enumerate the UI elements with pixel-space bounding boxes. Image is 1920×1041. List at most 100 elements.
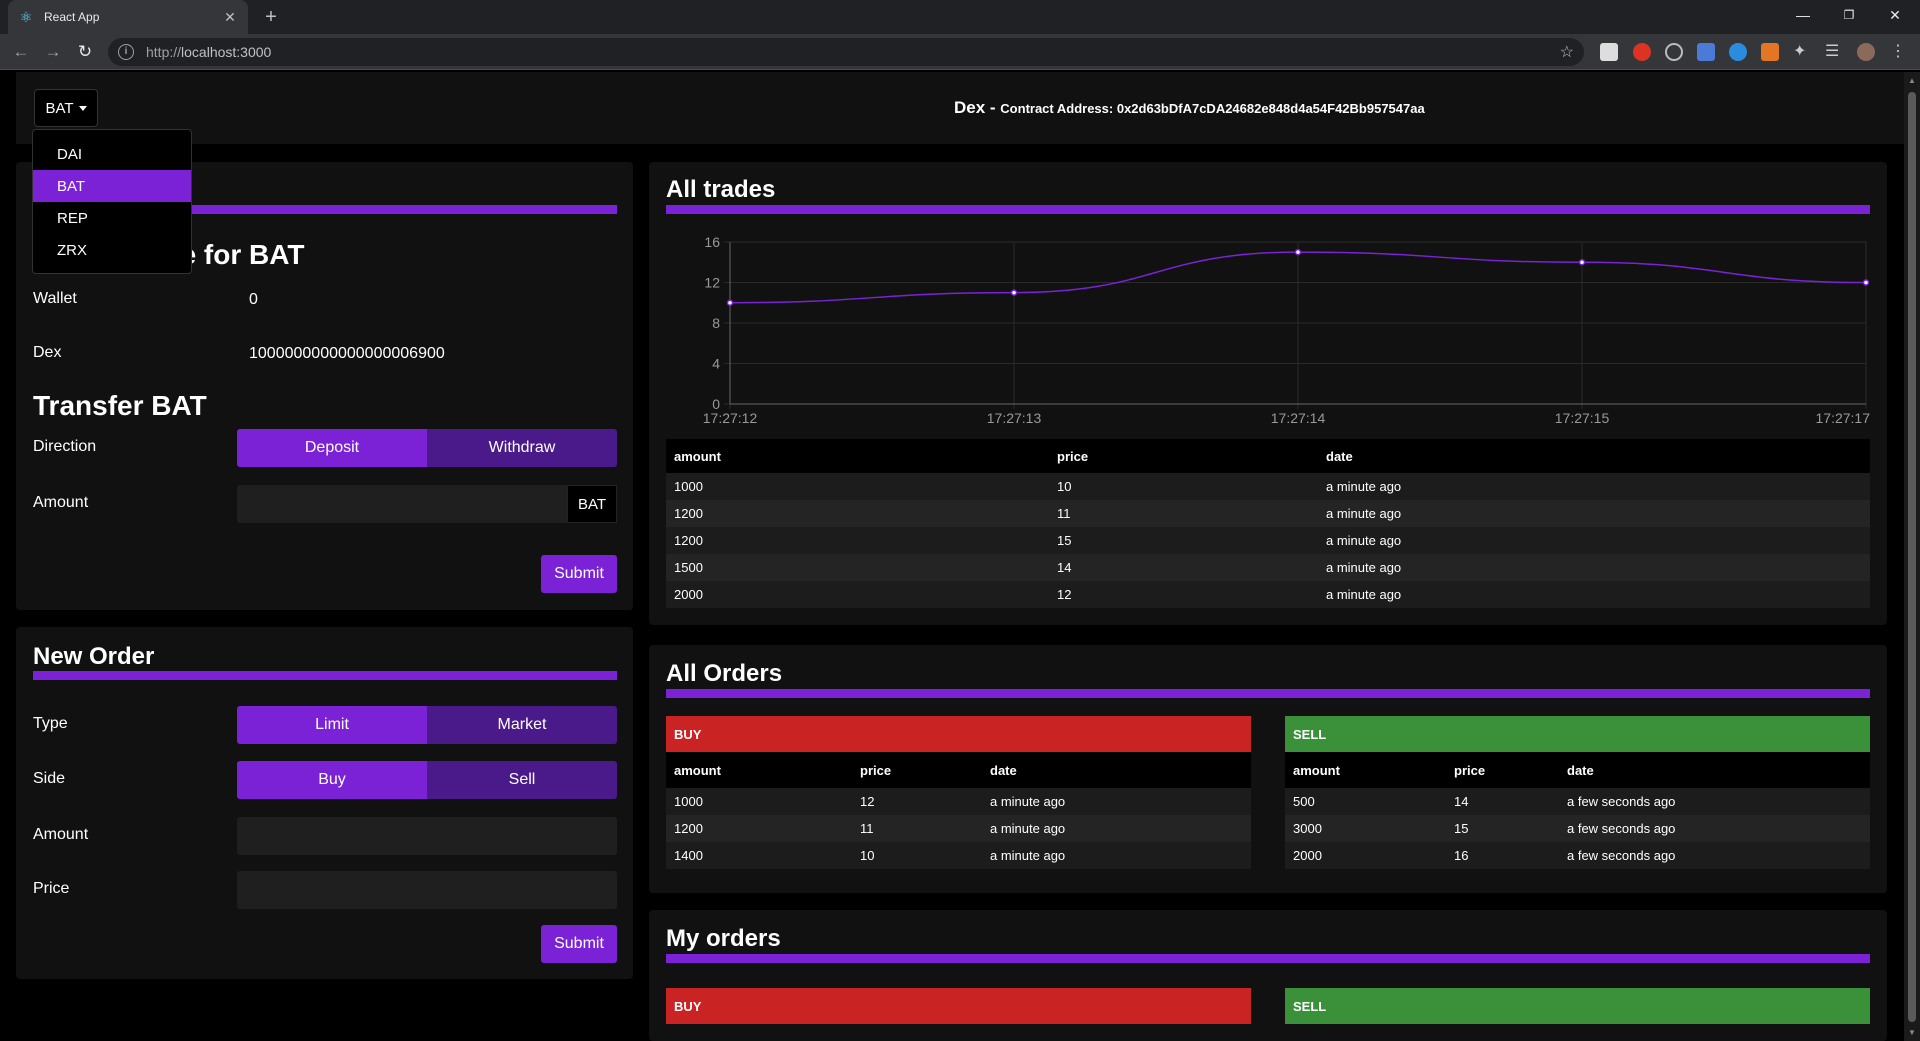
extension-icon[interactable] <box>1633 43 1651 61</box>
table-cell: 16 <box>1454 848 1469 863</box>
table-cell: a minute ago <box>990 848 1066 863</box>
extension-icon[interactable] <box>1665 43 1683 61</box>
url-scheme: http:// <box>146 44 182 60</box>
table-cell: 14 <box>1057 560 1072 575</box>
new-order-title: New Order <box>33 643 155 670</box>
browser-tab[interactable]: ⚛ React App ✕ <box>8 0 248 34</box>
x-tick-label: 17:27:13 <box>987 410 1042 424</box>
buy-button[interactable]: Buy <box>237 761 427 799</box>
x-tick-label: 17:27:12 <box>703 410 758 424</box>
order-amount-input[interactable] <box>237 817 617 855</box>
x-tick-label: 17:27:14 <box>1271 410 1326 424</box>
close-tab-icon[interactable]: ✕ <box>224 8 236 25</box>
table-cell: a minute ago <box>1326 560 1402 575</box>
selected-token: BAT <box>45 99 74 117</box>
sell-header: SELL <box>1285 716 1870 752</box>
my-sell-header: SELL <box>1285 988 1870 1024</box>
dropdown-item-rep[interactable]: REP <box>57 209 88 227</box>
table-cell: 1000 <box>674 794 703 809</box>
table-cell: 1500 <box>674 560 703 575</box>
transfer-submit-button[interactable]: Submit <box>541 555 617 593</box>
new-tab-button[interactable]: + <box>265 6 277 28</box>
table-cell: 1000 <box>674 479 703 494</box>
y-tick-label: 16 <box>704 234 720 250</box>
scroll-up-icon[interactable]: ▲ <box>1908 76 1916 85</box>
order-price-input[interactable] <box>237 871 617 909</box>
withdraw-button[interactable]: Withdraw <box>427 429 617 467</box>
table-cell: a minute ago <box>990 821 1066 836</box>
table-cell: 10 <box>860 848 875 863</box>
data-point[interactable] <box>1294 248 1302 256</box>
order-submit-button[interactable]: Submit <box>541 925 617 963</box>
dropdown-item-bat[interactable]: BAT <box>33 170 191 202</box>
table-cell: 12 <box>1057 587 1072 602</box>
buy-header: BUY <box>666 716 1251 752</box>
table-cell: a minute ago <box>990 794 1066 809</box>
close-window-icon[interactable]: ✕ <box>1889 7 1901 23</box>
table-row: 1000 12 a minute ago <box>666 788 1251 815</box>
buy-orders-table: BUY amount price date 1000 12 a minute ago… <box>666 716 1251 869</box>
transfer-amount-input[interactable]: BAT <box>237 485 617 523</box>
token-dropdown-toggle[interactable]: BAT <box>34 89 98 127</box>
table-row: 3000 15 a few seconds ago <box>1285 815 1870 842</box>
market-button[interactable]: Market <box>427 706 617 744</box>
limit-button[interactable]: Limit <box>237 706 427 744</box>
info-icon[interactable]: i <box>118 44 134 60</box>
table-cell: a few seconds ago <box>1567 821 1676 836</box>
table-cell: 1400 <box>674 848 703 863</box>
data-point[interactable] <box>1578 259 1586 266</box>
table-header: amount price date <box>666 752 1251 788</box>
table-cell: 15 <box>1057 533 1072 548</box>
table-cell: 11 <box>860 821 874 836</box>
all-orders-title: All Orders <box>666 660 783 687</box>
url-host: localhost:3000 <box>181 44 272 60</box>
translate-extension-icon[interactable] <box>1697 43 1715 61</box>
avatar[interactable] <box>1857 43 1875 61</box>
wallet-card: ce for BAT Wallet 0 Dex 1000000000000000… <box>16 162 633 610</box>
order-price-label: Price <box>33 880 70 897</box>
address-bar[interactable]: i http:// localhost:3000 ☆ <box>108 38 1584 66</box>
sell-button[interactable]: Sell <box>427 761 617 799</box>
deposit-button[interactable]: Deposit <box>237 429 427 467</box>
reload-icon[interactable]: ↻ <box>77 42 93 61</box>
table-header: amount price date <box>666 439 1870 473</box>
all-trades-card: All trades 0 4 8 12 16 17:27:12 17:27:13 17:27:… <box>649 162 1887 625</box>
transfer-title: Transfer BAT <box>33 390 207 421</box>
sell-orders-table: SELL amount price date 500 14 a few second… <box>1285 716 1870 869</box>
direction-toggle: Deposit Withdraw <box>237 429 617 467</box>
data-point[interactable] <box>1862 279 1870 286</box>
trades-line-chart: 0 4 8 12 16 17:27:12 17:27:13 17:27:14 17:27:15 1… <box>703 234 1870 424</box>
column-header-date: date <box>1567 762 1594 778</box>
more-menu-icon[interactable]: ⋮ <box>1890 43 1906 60</box>
data-point[interactable] <box>1010 289 1018 296</box>
all-trades-title: All trades <box>666 176 776 203</box>
scroll-down-icon[interactable]: ▼ <box>1908 1028 1916 1037</box>
table-cell: 11 <box>1057 506 1071 521</box>
extension-icon[interactable] <box>1600 43 1618 61</box>
browser-tab-strip: ⚛ React App ✕ + — ❐ ✕ <box>0 0 1920 34</box>
my-orders-title: My orders <box>666 925 781 952</box>
table-cell: 1200 <box>674 533 703 548</box>
table-cell: 1200 <box>674 506 703 521</box>
page-scrollbar[interactable]: ▲ ▼ <box>1904 72 1920 1041</box>
media-queue-icon[interactable]: ☰ <box>1825 43 1840 60</box>
table-cell: 12 <box>860 794 875 809</box>
restore-icon[interactable]: ❐ <box>1843 8 1855 22</box>
forward-arrow-icon[interactable]: → <box>44 42 62 61</box>
all-orders-card: All Orders BUY amount price date 1000 12 a… <box>649 645 1887 893</box>
bookmark-star-icon[interactable]: ☆ <box>1559 44 1574 61</box>
dropdown-item-zrx[interactable]: ZRX <box>57 241 87 259</box>
back-arrow-icon[interactable]: ← <box>12 42 30 61</box>
scroll-thumb[interactable] <box>1908 92 1916 1022</box>
table-row: 1200 15 a minute ago <box>666 527 1870 554</box>
data-point[interactable] <box>726 299 734 306</box>
metamask-fox-icon[interactable] <box>1761 43 1779 61</box>
table-cell: a few seconds ago <box>1567 794 1676 809</box>
puzzle-piece-icon[interactable]: ✦ <box>1793 43 1807 60</box>
wallet-balance: 0 <box>249 291 258 308</box>
browser-toolbar: ← → ↻ i http:// localhost:3000 ☆ ✦ ☰ ⋮ <box>0 34 1920 70</box>
dropdown-item-dai[interactable]: DAI <box>57 145 83 163</box>
wallet-label: Wallet <box>33 290 77 307</box>
minimize-icon[interactable]: — <box>1796 7 1810 23</box>
extension-icon[interactable] <box>1729 43 1747 61</box>
